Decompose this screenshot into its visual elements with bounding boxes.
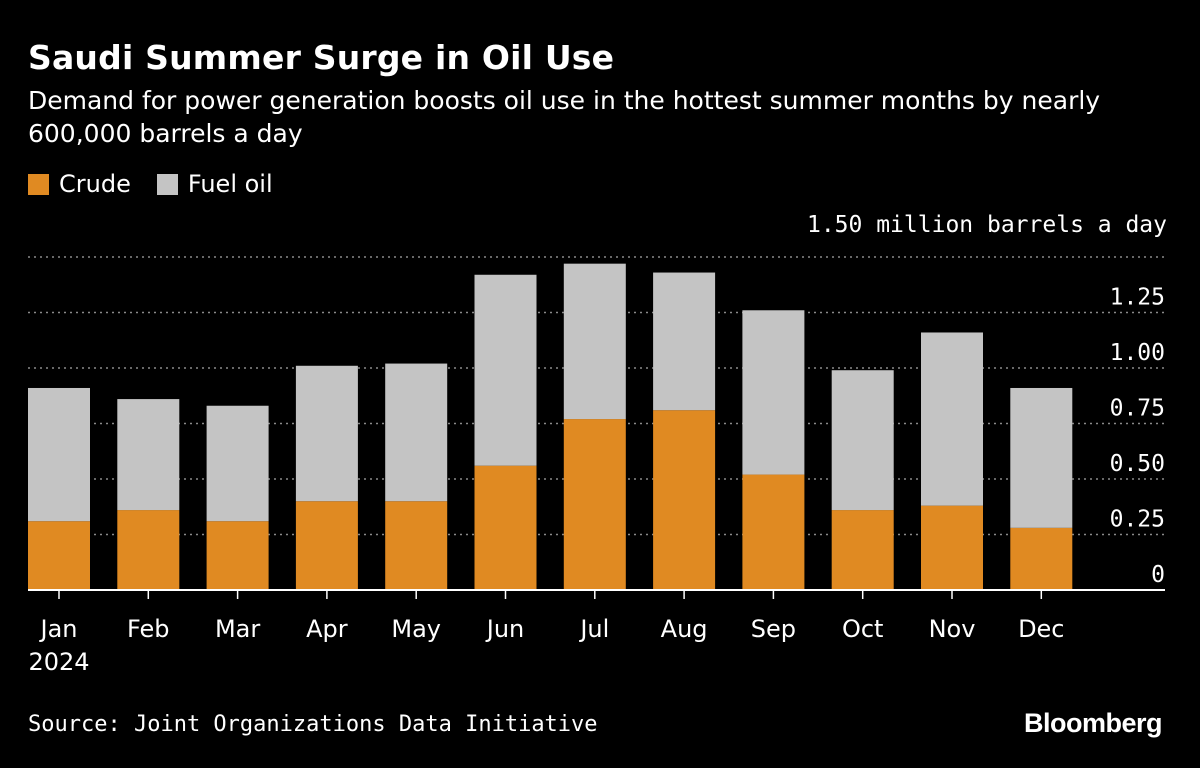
bar-fuel-oil-oct [831,370,894,511]
x-tick-label-feb: Feb [127,615,170,643]
bar-fuel-oil-jun [474,274,537,466]
x-tick-label-mar: Mar [215,615,260,643]
y-axis-unit-label: 1.50 million barrels a day [806,212,1167,238]
x-tick-label-jun: Jun [485,615,525,643]
bar-fuel-oil-mar [206,405,269,522]
source-note: Source: Joint Organizations Data Initiat… [28,712,598,737]
x-tick-label-aug: Aug [661,615,708,643]
bar-crude-nov [921,505,983,590]
bar-crude-aug [653,410,716,590]
x-tick-label-apr: Apr [306,615,348,643]
legend: Crude Fuel oil [28,170,273,198]
y-tick-label: 1.25 [1110,285,1165,311]
bar-fuel-oil-may [385,363,448,502]
bar-fuel-oil-jan [28,387,90,522]
bar-fuel-oil-sep [742,310,805,475]
chart-title: Saudi Summer Surge in Oil Use [28,38,615,77]
legend-swatch-fuel-oil [156,173,178,195]
x-tick-label-jan: Jan [39,615,78,643]
bar-crude-oct [831,510,894,590]
bar-crude-may [385,501,448,590]
bar-crude-mar [206,521,269,590]
bar-fuel-oil-feb [117,399,180,511]
bar-fuel-oil-aug [653,272,716,411]
bar-fuel-oil-apr [295,365,358,502]
bloomberg-logo: Bloomberg [1023,708,1163,738]
bar-crude-jul [563,419,626,590]
bar-fuel-oil-nov [921,332,983,506]
x-tick-label-dec: Dec [1018,615,1064,643]
bar-crude-dec [1010,527,1073,590]
y-tick-label: 0.50 [1110,451,1165,477]
x-tick-label-may: May [391,615,441,643]
y-tick-label: 1.00 [1110,340,1165,366]
bar-crude-feb [117,510,180,590]
bar-crude-jun [474,465,537,590]
bar-crude-apr [295,501,358,590]
bar-fuel-oil-dec [1010,387,1073,528]
x-year-label: 2024 [28,648,89,676]
x-tick-label-jul: Jul [578,615,609,643]
x-tick-label-sep: Sep [751,615,796,643]
legend-swatch-crude [28,173,49,195]
y-tick-label: 0.75 [1110,396,1165,422]
bar-fuel-oil-jul [563,263,626,420]
legend-label-crude: Crude [59,170,131,198]
bar-crude-jan [28,521,90,590]
legend-item-fuel-oil: Fuel oil [156,170,273,198]
legend-label-fuel-oil: Fuel oil [187,170,273,198]
y-tick-label: 0.25 [1110,507,1165,533]
legend-item-crude: Crude [28,170,131,198]
bar-crude-sep [742,474,805,590]
x-tick-label-oct: Oct [842,615,884,643]
y-tick-label: 0 [1151,562,1165,588]
x-tick-label-nov: Nov [929,615,976,643]
chart-subtitle: Demand for power generation boosts oil u… [28,86,1101,148]
